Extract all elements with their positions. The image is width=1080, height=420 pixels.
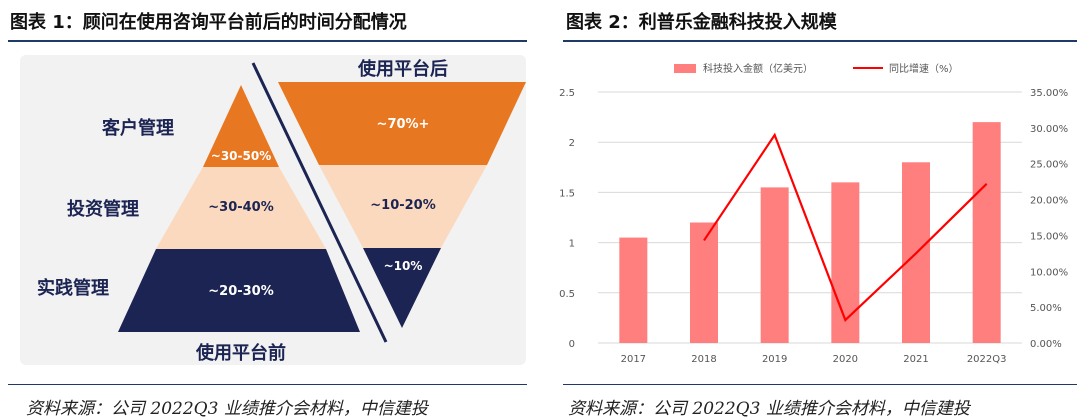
fintech-investment-chart: 科技投入金额（亿美元） 同比增速（%） 0 0.5 1 1.5 2 2.5 0.00% 5.0… <box>559 62 1068 365</box>
inverted-top-value: ~70%+ <box>377 117 430 132</box>
inverted-middle-value: ~10-20% <box>370 198 436 213</box>
time-allocation-diagram: ~30-50% ~30-40% ~20-30% 客户管理 投资管理 实践管理 ~… <box>20 55 526 365</box>
figure2-title: 图表 2：利普乐金融科技投入规模 <box>566 12 837 33</box>
figure1-title: 图表 1：顾问在使用咨询平台前后的时间分配情况 <box>10 12 407 33</box>
x-tick-label: 2017 <box>621 354 646 365</box>
pyramid-top-value: ~30-50% <box>211 149 271 163</box>
pyramid-bottom-value: ~20-30% <box>208 284 274 299</box>
bar-layer <box>619 122 1001 344</box>
axis-layer: 0 0.5 1 1.5 2 2.5 0.00% 5.00% 10.00% 15.00% 20.00%… <box>559 88 1068 365</box>
y-left-tick-label: 2.5 <box>559 88 575 99</box>
x-tick-label: 2019 <box>762 354 787 365</box>
bar-2017 <box>619 237 648 343</box>
inverted-bottom-value: ~10% <box>384 259 423 273</box>
y-right-tick-label: 35.00% <box>1030 88 1068 99</box>
divider-line <box>251 62 388 343</box>
figure1-source: 资料来源：公司 2022Q3 业绩推介会材料，中信建投 <box>26 399 428 419</box>
y-left-tick-label: 0.5 <box>559 289 575 300</box>
figure1-bottom-rule <box>8 384 527 385</box>
y-left-tick-label: 1 <box>569 239 575 250</box>
bar-2022Q3 <box>972 122 1001 344</box>
x-tick-label: 2022Q3 <box>967 354 1007 365</box>
y-right-tick-label: 5.00% <box>1030 303 1062 314</box>
legend-line-label: 同比增速（%） <box>889 62 959 75</box>
row-label-investment-management: 投资管理 <box>67 198 139 220</box>
pyramid-middle-segment-fill <box>156 167 326 249</box>
y-left-tick-label: 1.5 <box>559 188 575 199</box>
pyramid-top-segment <box>203 85 279 167</box>
x-tick-label: 2018 <box>691 354 716 365</box>
inverted-bottom-segment <box>363 248 441 328</box>
pyramid-middle-value: ~30-40% <box>208 200 274 215</box>
before-platform-title: 使用平台前 <box>195 342 286 364</box>
line-layer <box>703 132 988 322</box>
legend-bar-label: 科技投入金额（亿美元） <box>703 62 813 75</box>
figure2-source: 资料来源：公司 2022Q3 业绩推介会材料，中信建投 <box>568 399 970 419</box>
y-right-tick-label: 10.00% <box>1030 267 1068 278</box>
y-right-tick-label: 25.00% <box>1030 160 1068 171</box>
legend-bar-swatch <box>674 64 696 73</box>
y-right-tick-label: 20.00% <box>1030 196 1068 207</box>
grid-layer <box>598 91 1022 344</box>
figure2-bottom-rule <box>563 384 1077 385</box>
figure2-title-rule <box>563 40 1077 42</box>
y-right-tick-label: 0.00% <box>1030 339 1062 350</box>
x-tick-label: 2020 <box>833 354 858 365</box>
y-right-tick-label: 30.00% <box>1030 124 1068 135</box>
figure1-title-rule <box>8 40 527 42</box>
row-label-client-management: 客户管理 <box>102 117 174 139</box>
bar-2019 <box>760 187 789 343</box>
y-left-tick-label: 0 <box>569 339 575 350</box>
x-tick-label: 2021 <box>903 354 928 365</box>
inverted-top-segment <box>278 82 526 165</box>
row-label-practice-management: 实践管理 <box>37 277 109 299</box>
y-right-tick-label: 15.00% <box>1030 231 1068 242</box>
y-left-tick-label: 2 <box>569 138 575 149</box>
bar-2020 <box>831 182 860 343</box>
inverted-middle-segment <box>319 165 487 248</box>
pyramid-bottom-segment <box>118 249 360 332</box>
bar-2018 <box>690 222 718 343</box>
after-platform-title: 使用平台后 <box>357 58 448 80</box>
